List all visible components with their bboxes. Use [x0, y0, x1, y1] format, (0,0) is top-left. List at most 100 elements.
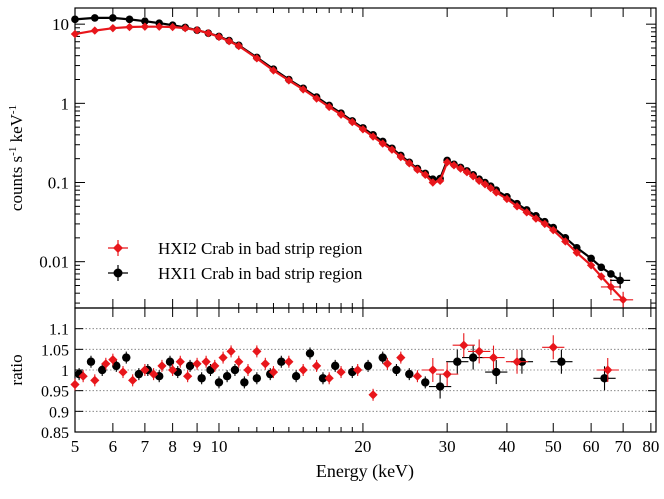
ratio-reference-lines — [75, 328, 656, 412]
ratio-point-hxi2 — [382, 359, 392, 369]
spectrum-point-hxi2 — [502, 194, 512, 204]
ylabel-main: counts s — [7, 156, 26, 211]
spectrum-point-hxi2 — [214, 32, 224, 42]
ratio-point-hxi1 — [421, 378, 430, 387]
x-tick-label: 8 — [168, 437, 177, 456]
ratio-point-hxi2 — [108, 355, 118, 365]
ratio-point-hxi1 — [453, 357, 462, 366]
ratio-point-hxi2 — [243, 365, 253, 375]
ratio-y-tick-label: 1.1 — [49, 322, 69, 339]
legend-entry-hxi1: HXI1 Crab in bad strip region — [108, 264, 363, 283]
spectrum-point-hxi2 — [421, 170, 430, 180]
ratio-point-hxi2 — [183, 371, 193, 381]
spectrum-point-hxi2 — [298, 85, 308, 94]
spectrum-point-hxi1 — [90, 14, 99, 22]
spectrum-point-hxi2 — [540, 219, 549, 229]
spectrum-point-hxi2 — [456, 164, 465, 173]
ratio-point-hxi2 — [336, 367, 346, 377]
ratio-point-hxi1 — [134, 369, 144, 379]
spectrum-point-hxi2 — [312, 94, 321, 103]
ratio-point-hxi2 — [252, 346, 262, 356]
legend: HXI2 Crab in bad strip region HXI1 Crab … — [108, 239, 363, 283]
ratio-point-hxi2 — [512, 357, 522, 367]
ratio-point-hxi1 — [492, 367, 501, 377]
ratio-point-hxi2 — [128, 375, 138, 385]
spectrum-point-hxi2 — [561, 237, 570, 246]
ratio-point-hxi2 — [201, 357, 211, 367]
spectrum-y-tick-label: 1 — [61, 94, 70, 113]
spectrum-point-hxi2 — [358, 125, 368, 134]
ratio-point-hxi1 — [363, 361, 373, 371]
ratio-point-hxi1 — [165, 357, 175, 366]
spectrum-point-hxi2 — [396, 152, 406, 162]
ratio-point-hxi1 — [318, 374, 328, 383]
ratio-point-hxi1 — [112, 361, 121, 371]
ratio-point-hxi1 — [86, 357, 96, 366]
ratio-point-hxi1 — [252, 374, 262, 383]
x-tick-label: 60 — [583, 437, 600, 456]
ratio-point-hxi2 — [192, 359, 202, 369]
spectrum-point-hxi2 — [480, 180, 490, 189]
legend-hxi2-label: HXI2 Crab in bad strip region — [158, 239, 363, 258]
spectrum-point-hxi2 — [549, 225, 558, 235]
x-tick-label: 50 — [545, 437, 562, 456]
ratio-point-hxi1 — [331, 361, 340, 371]
ratio-point-hxi1 — [222, 372, 232, 381]
legend-hxi1-marker — [113, 268, 123, 278]
spectrum-point-hxi1 — [587, 254, 595, 263]
spectrum-point-hxi2 — [324, 102, 334, 112]
ratio-point-hxi2 — [210, 361, 220, 371]
ratio-point-hxi2 — [368, 390, 378, 400]
ratio-point-hxi1 — [291, 372, 301, 381]
spectrum-point-hxi2 — [125, 22, 134, 32]
spectrum-point-hxi2 — [442, 158, 452, 167]
x-tick-label: 9 — [193, 437, 202, 456]
ratio-point-hxi2 — [412, 371, 423, 381]
spectrum-point-hxi2 — [284, 76, 294, 85]
spectrum-point-hxi2 — [492, 188, 501, 197]
spectrum-point-hxi2 — [348, 117, 357, 127]
ratio-point-hxi2 — [268, 367, 279, 377]
x-tick-label: 80 — [642, 437, 659, 456]
ratio-point-hxi1 — [197, 374, 206, 383]
ratio-y-tick-label: 1.05 — [41, 342, 69, 359]
spectrum-point-hxi2 — [234, 41, 243, 51]
ratio-point-hxi1 — [230, 365, 240, 375]
spectrum-axis-ticks: 0.01 0.1 1 10 — [39, 8, 656, 308]
spectrum-point-hxi2 — [531, 214, 541, 223]
ratio-point-hxi2 — [218, 353, 228, 363]
ratio-point-hxi1 — [185, 361, 195, 371]
ratio-point-hxi2 — [168, 365, 178, 375]
ratio-point-hxi1 — [305, 349, 315, 358]
ratio-point-hxi1 — [392, 365, 401, 375]
ratio-y-tick-label: 1 — [61, 363, 69, 380]
spectrum-y-tick-label: 0.1 — [48, 174, 69, 193]
spectrum-point-hxi2 — [192, 25, 202, 35]
x-tick-label: 5 — [71, 437, 80, 456]
spectrum-point-hxi2 — [387, 145, 397, 154]
spectrum-point-hxi2 — [572, 248, 581, 257]
spectrum-point-hxi2 — [413, 165, 422, 174]
ratio-point-hxi2 — [260, 359, 270, 369]
spectrum-point-hxi2 — [462, 167, 472, 177]
x-tick-label: 70 — [615, 437, 632, 456]
spectrum-point-hxi2 — [181, 23, 190, 33]
ratio-y-axis-label: ratio — [7, 354, 26, 385]
ratio-point-hxi2 — [284, 357, 294, 367]
ylabel-unit: keV — [7, 113, 26, 146]
ratio-point-hxi1 — [122, 353, 131, 362]
ratio-point-hxi2 — [149, 369, 159, 379]
ratio-point-hxi2 — [603, 365, 613, 375]
ratio-series-layer — [70, 333, 619, 401]
spectrum-point-hxi1 — [597, 263, 606, 272]
spectrum-point-hxi1 — [141, 17, 149, 25]
ratio-y-tick-label: 0.85 — [41, 425, 69, 442]
spectrum-point-hxi1 — [607, 270, 615, 278]
ratio-point-hxi2 — [234, 357, 244, 367]
ratio-point-hxi2 — [90, 375, 100, 385]
x-axis-label: Energy (keV) — [316, 461, 414, 482]
ratio-point-hxi2 — [175, 357, 185, 367]
x-tick-label: 40 — [498, 437, 515, 456]
